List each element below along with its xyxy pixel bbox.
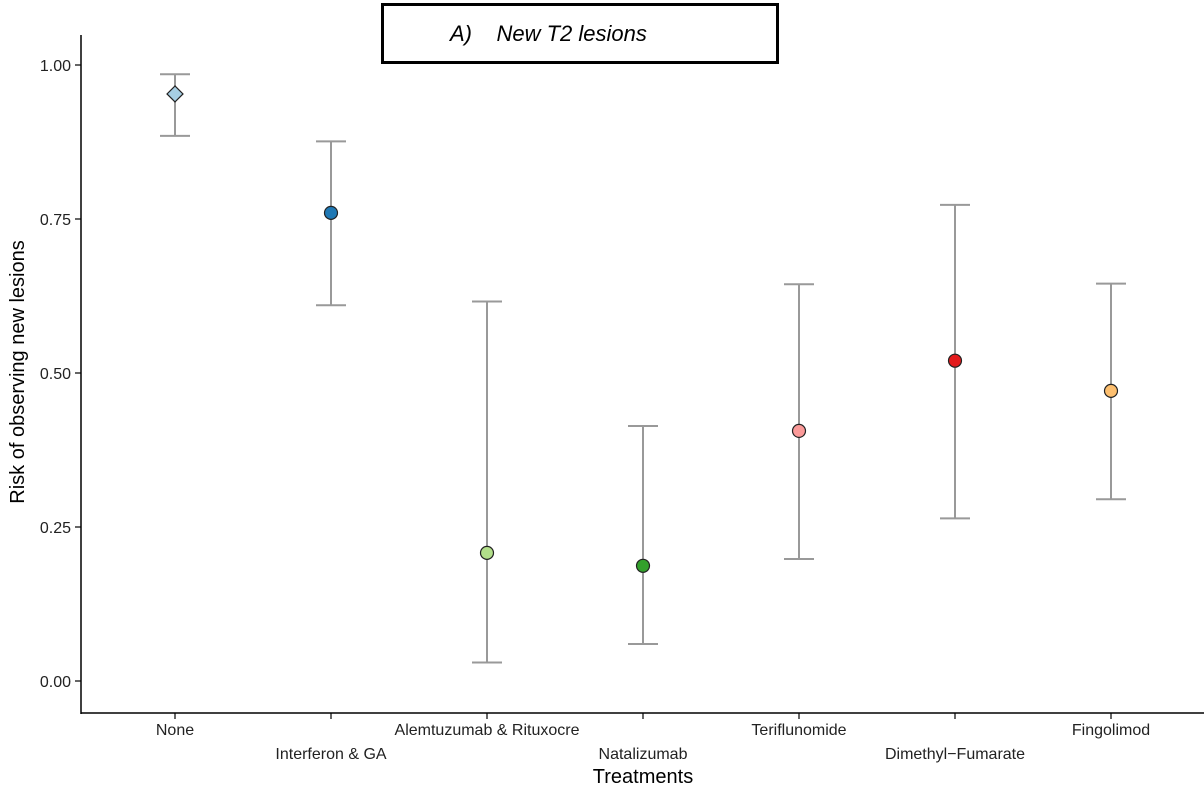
chart-title-box: A) New T2 lesions	[381, 3, 779, 64]
data-point	[791, 423, 807, 439]
data-point	[479, 545, 495, 560]
x-tick-label: Dimethyl−Fumarate	[885, 746, 1025, 763]
x-tick-label: Alemtuzumab & Rituxocre	[395, 722, 580, 739]
error-bar	[472, 300, 502, 664]
data-point-diamond	[166, 85, 184, 103]
y-axis-title: Risk of observing new lesions	[7, 240, 29, 503]
error-bar	[316, 140, 346, 307]
data-point	[323, 205, 339, 220]
y-tick-label: 0.75	[40, 212, 71, 229]
x-tick-label: Fingolimod	[1072, 722, 1150, 739]
x-tick-label: Natalizumab	[599, 746, 688, 763]
chart-title: A) New T2 lesions	[450, 20, 647, 46]
data-point	[635, 558, 651, 573]
x-tick-label: Interferon & GA	[275, 746, 386, 763]
x-axis-title: Treatments	[593, 766, 693, 788]
error-bar	[160, 73, 190, 137]
x-tick-label: Teriflunomide	[751, 722, 846, 739]
error-bar	[784, 283, 814, 561]
x-tick-label: None	[156, 722, 194, 739]
y-tick-label: 0.00	[40, 674, 71, 691]
y-tick-label: 1.00	[40, 58, 71, 75]
data-point	[1103, 383, 1119, 398]
y-tick-label: 0.25	[40, 520, 71, 537]
y-tick-label: 0.50	[40, 366, 71, 383]
data-point	[947, 353, 963, 368]
error-bar	[628, 424, 658, 646]
